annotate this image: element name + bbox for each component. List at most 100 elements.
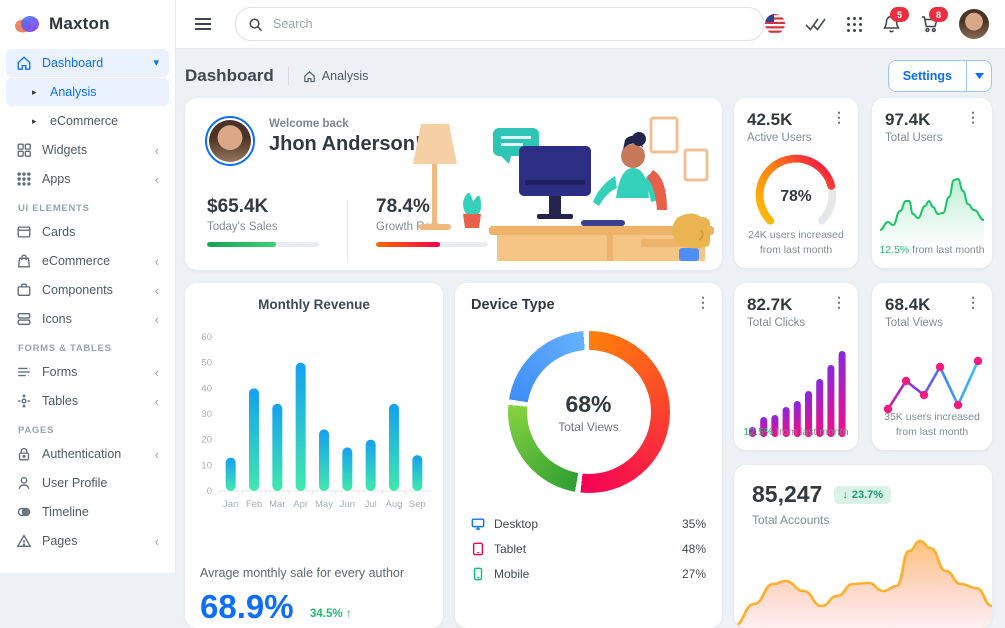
workspace-illustration (401, 106, 716, 266)
settings-dropdown-toggle[interactable] (966, 61, 991, 91)
sidebar-item-label: eCommerce (42, 254, 111, 268)
cart-icon[interactable]: 8 (920, 7, 948, 34)
sidebar-item-pages[interactable]: Pages ‹ (6, 527, 169, 555)
kebab-menu-icon[interactable]: ⋮ (696, 294, 710, 310)
chevron-left-icon: ‹ (154, 446, 159, 462)
notifications-bell-icon[interactable]: 5 (882, 7, 909, 34)
search-box[interactable] (235, 7, 764, 41)
delta-value: 12.5% (743, 425, 774, 438)
settings-button[interactable]: Settings (902, 69, 952, 83)
caret-right-icon: ▸ (32, 86, 37, 97)
search-input[interactable] (271, 16, 751, 32)
monthly-revenue-delta: 34.5% ↑ (310, 608, 352, 620)
legend-label: Tablet (494, 541, 527, 556)
sidebar-item-authentication[interactable]: Authentication ‹ (6, 440, 169, 468)
sidebar-item-label: User Profile (42, 476, 108, 490)
legend-label: Desktop (494, 516, 539, 531)
sidebar-item-label: Timeline (42, 505, 89, 519)
sidebar-item-apps[interactable]: Apps ‹ (6, 165, 169, 193)
chevron-left-icon: ‹ (154, 282, 159, 298)
sidebar-item-label: Pages (42, 534, 78, 548)
total-accounts-label: Total Accounts (752, 513, 830, 527)
chevron-left-icon: ‹ (154, 533, 159, 549)
notifications-badge: 5 (890, 7, 909, 22)
svg-text:May: May (315, 499, 333, 510)
monthly-revenue-subtitle: Avrage monthly sale for every author (200, 566, 405, 580)
delta-value: 12.5% (879, 243, 910, 256)
apps-grid-icon[interactable] (846, 16, 863, 33)
chevron-left-icon: ‹ (154, 364, 159, 380)
svg-text:Jan: Jan (223, 499, 238, 510)
sidebar-item-analysis[interactable]: ▸ Analysis (6, 78, 169, 106)
kebab-menu-icon[interactable]: ⋮ (832, 109, 846, 125)
apps-icon (17, 172, 31, 186)
legend-label: Mobile (494, 566, 530, 581)
sidebar-item-dashboard[interactable]: Dashboard ▾ (6, 49, 169, 77)
welcome-avatar (205, 116, 255, 166)
chevron-left-icon: ‹ (154, 393, 159, 409)
divider (347, 200, 348, 262)
svg-text:Mar: Mar (269, 499, 285, 510)
breadcrumb[interactable]: Analysis (303, 69, 369, 83)
total-users-label: Total Users (885, 132, 943, 144)
todays-sales-progress (207, 242, 319, 247)
warning-triangle-icon (17, 534, 31, 547)
sidebar-item-cards[interactable]: Cards (6, 218, 169, 246)
svg-text:Feb: Feb (246, 499, 262, 510)
total-users-value: 97.4K (885, 110, 931, 129)
sidebar-item-ecommerce[interactable]: eCommerce ‹ (6, 247, 169, 275)
legend-value: 35% (681, 516, 706, 531)
language-flag-icon[interactable] (764, 13, 786, 35)
brand[interactable]: Maxton (0, 0, 175, 48)
search-icon (248, 17, 263, 32)
page-title: Dashboard (185, 66, 274, 85)
legend-value: 48% (681, 541, 706, 556)
breadcrumb-item: Analysis (321, 69, 369, 83)
kebab-menu-icon[interactable]: ⋮ (832, 294, 846, 310)
home-icon (17, 56, 31, 70)
user-avatar[interactable] (959, 9, 989, 39)
sidebar-item-tables[interactable]: Tables ‹ (6, 387, 169, 415)
kebab-menu-icon[interactable]: ⋮ (966, 109, 980, 125)
svg-text:Jul: Jul (365, 499, 377, 510)
svg-text:Apr: Apr (293, 499, 308, 510)
arrow-up-icon: ↑ (345, 608, 352, 620)
sidebar-item-components[interactable]: Components ‹ (6, 276, 169, 304)
sidebar-section-ui-elements: UI ELEMENTS (18, 203, 90, 214)
double-check-icon[interactable] (805, 16, 827, 32)
chevron-down-icon: ▾ (153, 56, 159, 69)
sidebar-item-label: Apps (42, 172, 71, 186)
welcome-card: Welcome back Jhon Anderson! $65.4K Today… (185, 98, 722, 270)
active-users-gauge: 78% (744, 146, 848, 244)
active-users-footer: 24K users increased from last month (748, 228, 844, 256)
total-users-sparkline (880, 160, 984, 252)
caret-right-icon: ▸ (32, 115, 37, 126)
menu-toggle-icon[interactable] (193, 16, 213, 32)
sidebar-item-label: Forms (42, 365, 78, 379)
device-type-card: Device Type ⋮ 68% Total Views Desktop 35… (455, 283, 722, 628)
sidebar-item-icons[interactable]: Icons ‹ (6, 305, 169, 333)
legend-value: 27% (681, 566, 706, 581)
sidebar-item-label: Tables (42, 394, 79, 408)
sidebar-item-timeline[interactable]: Timeline (6, 498, 169, 526)
sidebar-section-forms-tables: FORMS & TABLES (18, 343, 112, 354)
sidebar-item-user-profile[interactable]: User Profile (6, 469, 169, 497)
tablet-icon (472, 542, 484, 555)
sidebar-item-label: Widgets (42, 143, 88, 157)
timeline-icon (17, 507, 31, 517)
user-icon (18, 477, 30, 489)
brand-name: Maxton (49, 14, 110, 33)
mobile-icon (473, 567, 483, 580)
total-users-footer: 12.5% from last month (878, 243, 986, 258)
sidebar-item-ecommerce-sub[interactable]: ▸ eCommerce (6, 107, 169, 135)
welcome-user-name: Jhon Anderson! (269, 133, 422, 155)
sidebar-item-widgets[interactable]: Widgets ‹ (6, 136, 169, 164)
sidebar-item-label: Dashboard (42, 56, 104, 70)
sidebar-item-label: Authentication (42, 447, 122, 461)
total-users-card: ⋮ 97.4K Total Users 12.5% from last mont… (872, 98, 992, 268)
avatar-image (959, 9, 989, 39)
legend-row-desktop: Desktop 35% (471, 511, 706, 536)
sidebar-item-forms[interactable]: Forms ‹ (6, 358, 169, 386)
svg-text:0: 0 (207, 486, 212, 497)
kebab-menu-icon[interactable]: ⋮ (966, 294, 980, 310)
